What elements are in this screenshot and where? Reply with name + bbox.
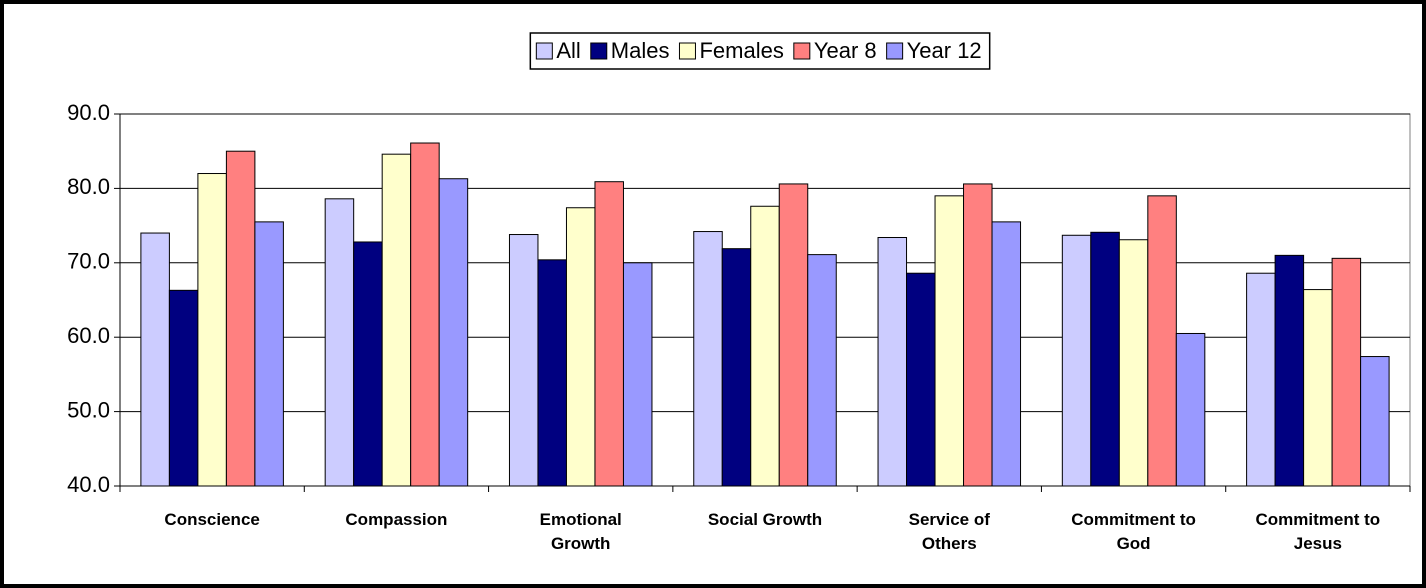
bar: [1090, 231, 1120, 487]
bar: [1331, 257, 1362, 487]
legend-label: Year 8: [814, 38, 877, 63]
bar: [750, 205, 780, 487]
bar: [254, 221, 284, 487]
y-tick-label: 60.0: [67, 323, 110, 348]
y-tick-label: 70.0: [67, 249, 110, 274]
x-tick-label: Emotional Growth: [539, 510, 622, 553]
legend-label: Year 12: [907, 38, 982, 63]
bar: [622, 262, 653, 487]
legend-swatch: [535, 42, 553, 60]
y-tick-label: 90.0: [67, 100, 110, 125]
x-tick-label: Commitment to God: [1071, 510, 1196, 553]
legend-label: All: [556, 38, 580, 63]
legend-label: Males: [611, 38, 670, 63]
bar: [410, 142, 440, 487]
bar: [1303, 289, 1333, 487]
bar: [991, 221, 1022, 487]
y-tick-label: 40.0: [67, 472, 110, 497]
legend-swatch: [793, 42, 811, 60]
bar: [1061, 234, 1092, 487]
bar: [168, 289, 199, 487]
bar: [197, 173, 227, 487]
legend-swatch: [886, 42, 904, 60]
bar: [438, 178, 469, 487]
legend-swatch: [678, 42, 696, 60]
bar: [778, 183, 809, 487]
x-tick-label: Conscience: [164, 510, 260, 529]
bar: [906, 272, 936, 487]
bar: [807, 254, 837, 487]
bar: [877, 237, 908, 487]
bar: [1147, 195, 1177, 487]
bar: [353, 241, 383, 487]
y-tick-label: 50.0: [67, 397, 110, 422]
bar: [1246, 272, 1276, 487]
bar: [565, 207, 596, 487]
legend-swatch: [590, 42, 608, 60]
legend: All Males Females Year 8 Year 12: [529, 32, 991, 70]
x-tick-label: Commitment to Jesus: [1255, 510, 1381, 553]
bar: [381, 153, 412, 487]
bar: [721, 248, 752, 487]
bar: [693, 231, 723, 487]
x-tick-label: Social Growth: [707, 510, 823, 529]
legend-label: Females: [699, 38, 783, 63]
bar: [963, 183, 993, 487]
bar: [324, 198, 355, 487]
bar: [594, 181, 624, 487]
bar: [1360, 356, 1390, 487]
bar: [1274, 254, 1305, 487]
bar: [140, 232, 170, 487]
bar: [537, 259, 567, 487]
bar: [508, 234, 539, 487]
x-tick-label: Service of Others: [908, 510, 990, 553]
bar: [1175, 332, 1206, 487]
x-tick-label: Compassion: [345, 510, 448, 529]
bar: [225, 150, 256, 487]
y-tick-label: 80.0: [67, 174, 110, 199]
bar: [1118, 239, 1149, 487]
bar: [934, 195, 965, 487]
